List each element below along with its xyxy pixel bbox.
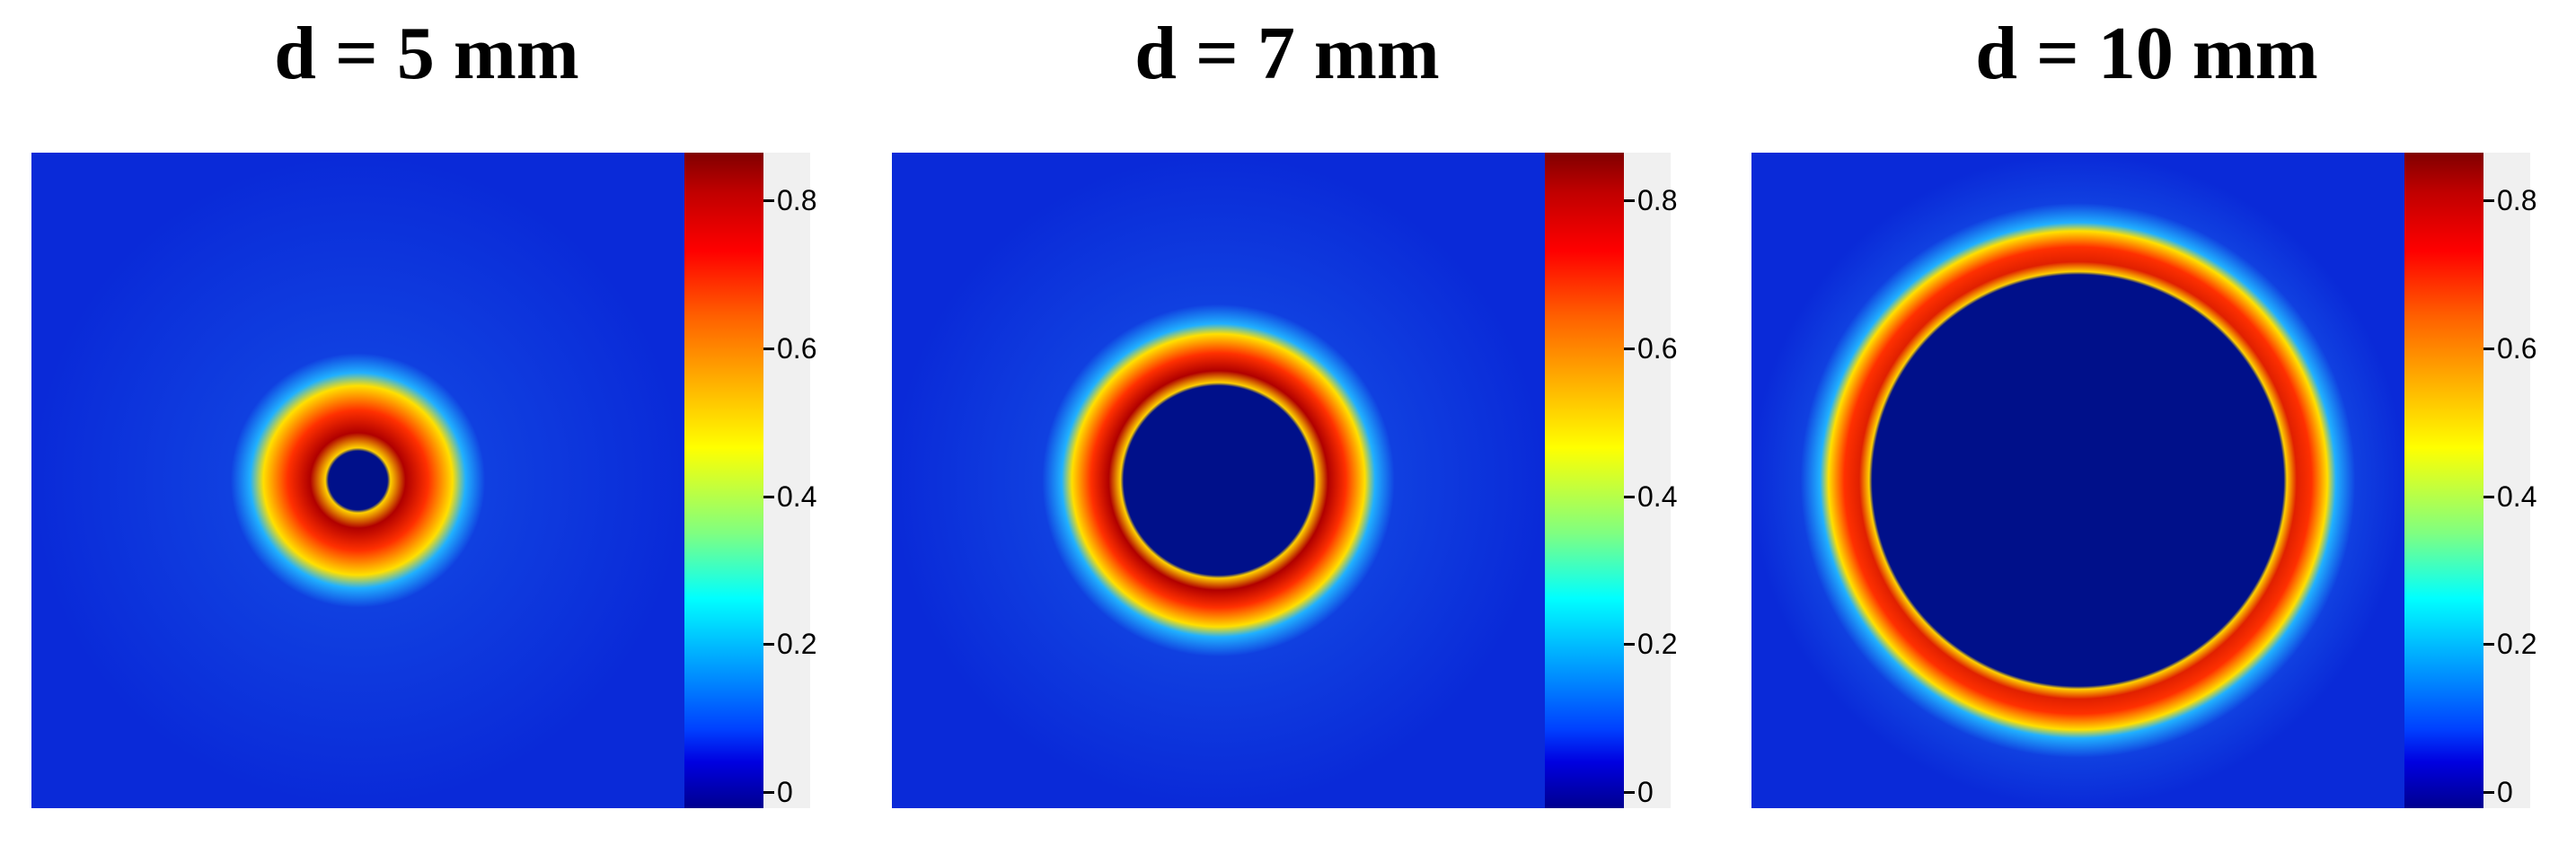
colorbar-tick	[763, 791, 774, 794]
colorbar-tick-label: 0.2	[2497, 628, 2537, 661]
colorbar-tick-label: 0.8	[1637, 184, 1678, 217]
panel-3: d = 10 mm 0 0.2 0.4 0.6 0.8	[1751, 0, 2542, 845]
heatmap-image	[892, 153, 1545, 808]
colorbar-tick	[763, 199, 774, 203]
colorbar-tick-label: 0.4	[1637, 480, 1678, 513]
colorbar-tick-label: 0.2	[1637, 628, 1678, 661]
colorbar-tick-label: 0.8	[2497, 184, 2537, 217]
colorbar-axis	[1624, 153, 1671, 808]
intensity-ring	[892, 154, 1545, 807]
colorbar-tick	[2483, 495, 2494, 498]
colorbar-tick-label: 0	[1637, 776, 1654, 808]
panel-title: d = 5 mm	[274, 12, 579, 95]
colorbar-tick-label: 0.2	[777, 628, 817, 661]
colorbar-tick	[763, 347, 774, 350]
colorbar-tick	[1624, 643, 1635, 647]
colorbar-tick	[2483, 791, 2494, 794]
colorbar-tick-label: 0.4	[2497, 480, 2537, 513]
intensity-ring	[1751, 154, 2404, 807]
colorbar	[2404, 153, 2483, 808]
colorbar	[684, 153, 763, 808]
colorbar-tick-label: 0.6	[777, 331, 817, 365]
colorbar-tick-label: 0.4	[777, 480, 817, 513]
colorbar-tick	[1624, 495, 1635, 498]
colorbar-axis	[763, 153, 810, 808]
colorbar-tick-label: 0.8	[777, 184, 817, 217]
colorbar-tick	[763, 643, 774, 647]
intensity-ring	[31, 154, 684, 807]
colorbar-tick	[1624, 347, 1635, 350]
colorbar-tick	[2483, 643, 2494, 647]
colorbar-tick-label: 0.6	[2497, 331, 2537, 365]
colorbar-tick	[1624, 791, 1635, 794]
panel-title: d = 7 mm	[1134, 12, 1440, 95]
colorbar-tick-label: 0.6	[1637, 331, 1678, 365]
colorbar-tick	[2483, 347, 2494, 350]
colorbar-tick	[763, 495, 774, 498]
colorbar-tick	[2483, 199, 2494, 203]
heatmap-image	[31, 153, 684, 808]
colorbar-axis	[2483, 153, 2530, 808]
panel-title: d = 10 mm	[1975, 12, 2318, 95]
colorbar	[1545, 153, 1624, 808]
colorbar-tick	[1624, 199, 1635, 203]
colorbar-tick-label: 0	[777, 776, 793, 808]
colorbar-tick-label: 0	[2497, 776, 2513, 808]
panel-2: d = 7 mm 0 0.2 0.4 0.6 0.8	[892, 0, 1682, 845]
heatmap-image	[1751, 153, 2404, 808]
panel-1: d = 5 mm 0 0.2 0.4 0.6 0.8	[31, 0, 822, 845]
